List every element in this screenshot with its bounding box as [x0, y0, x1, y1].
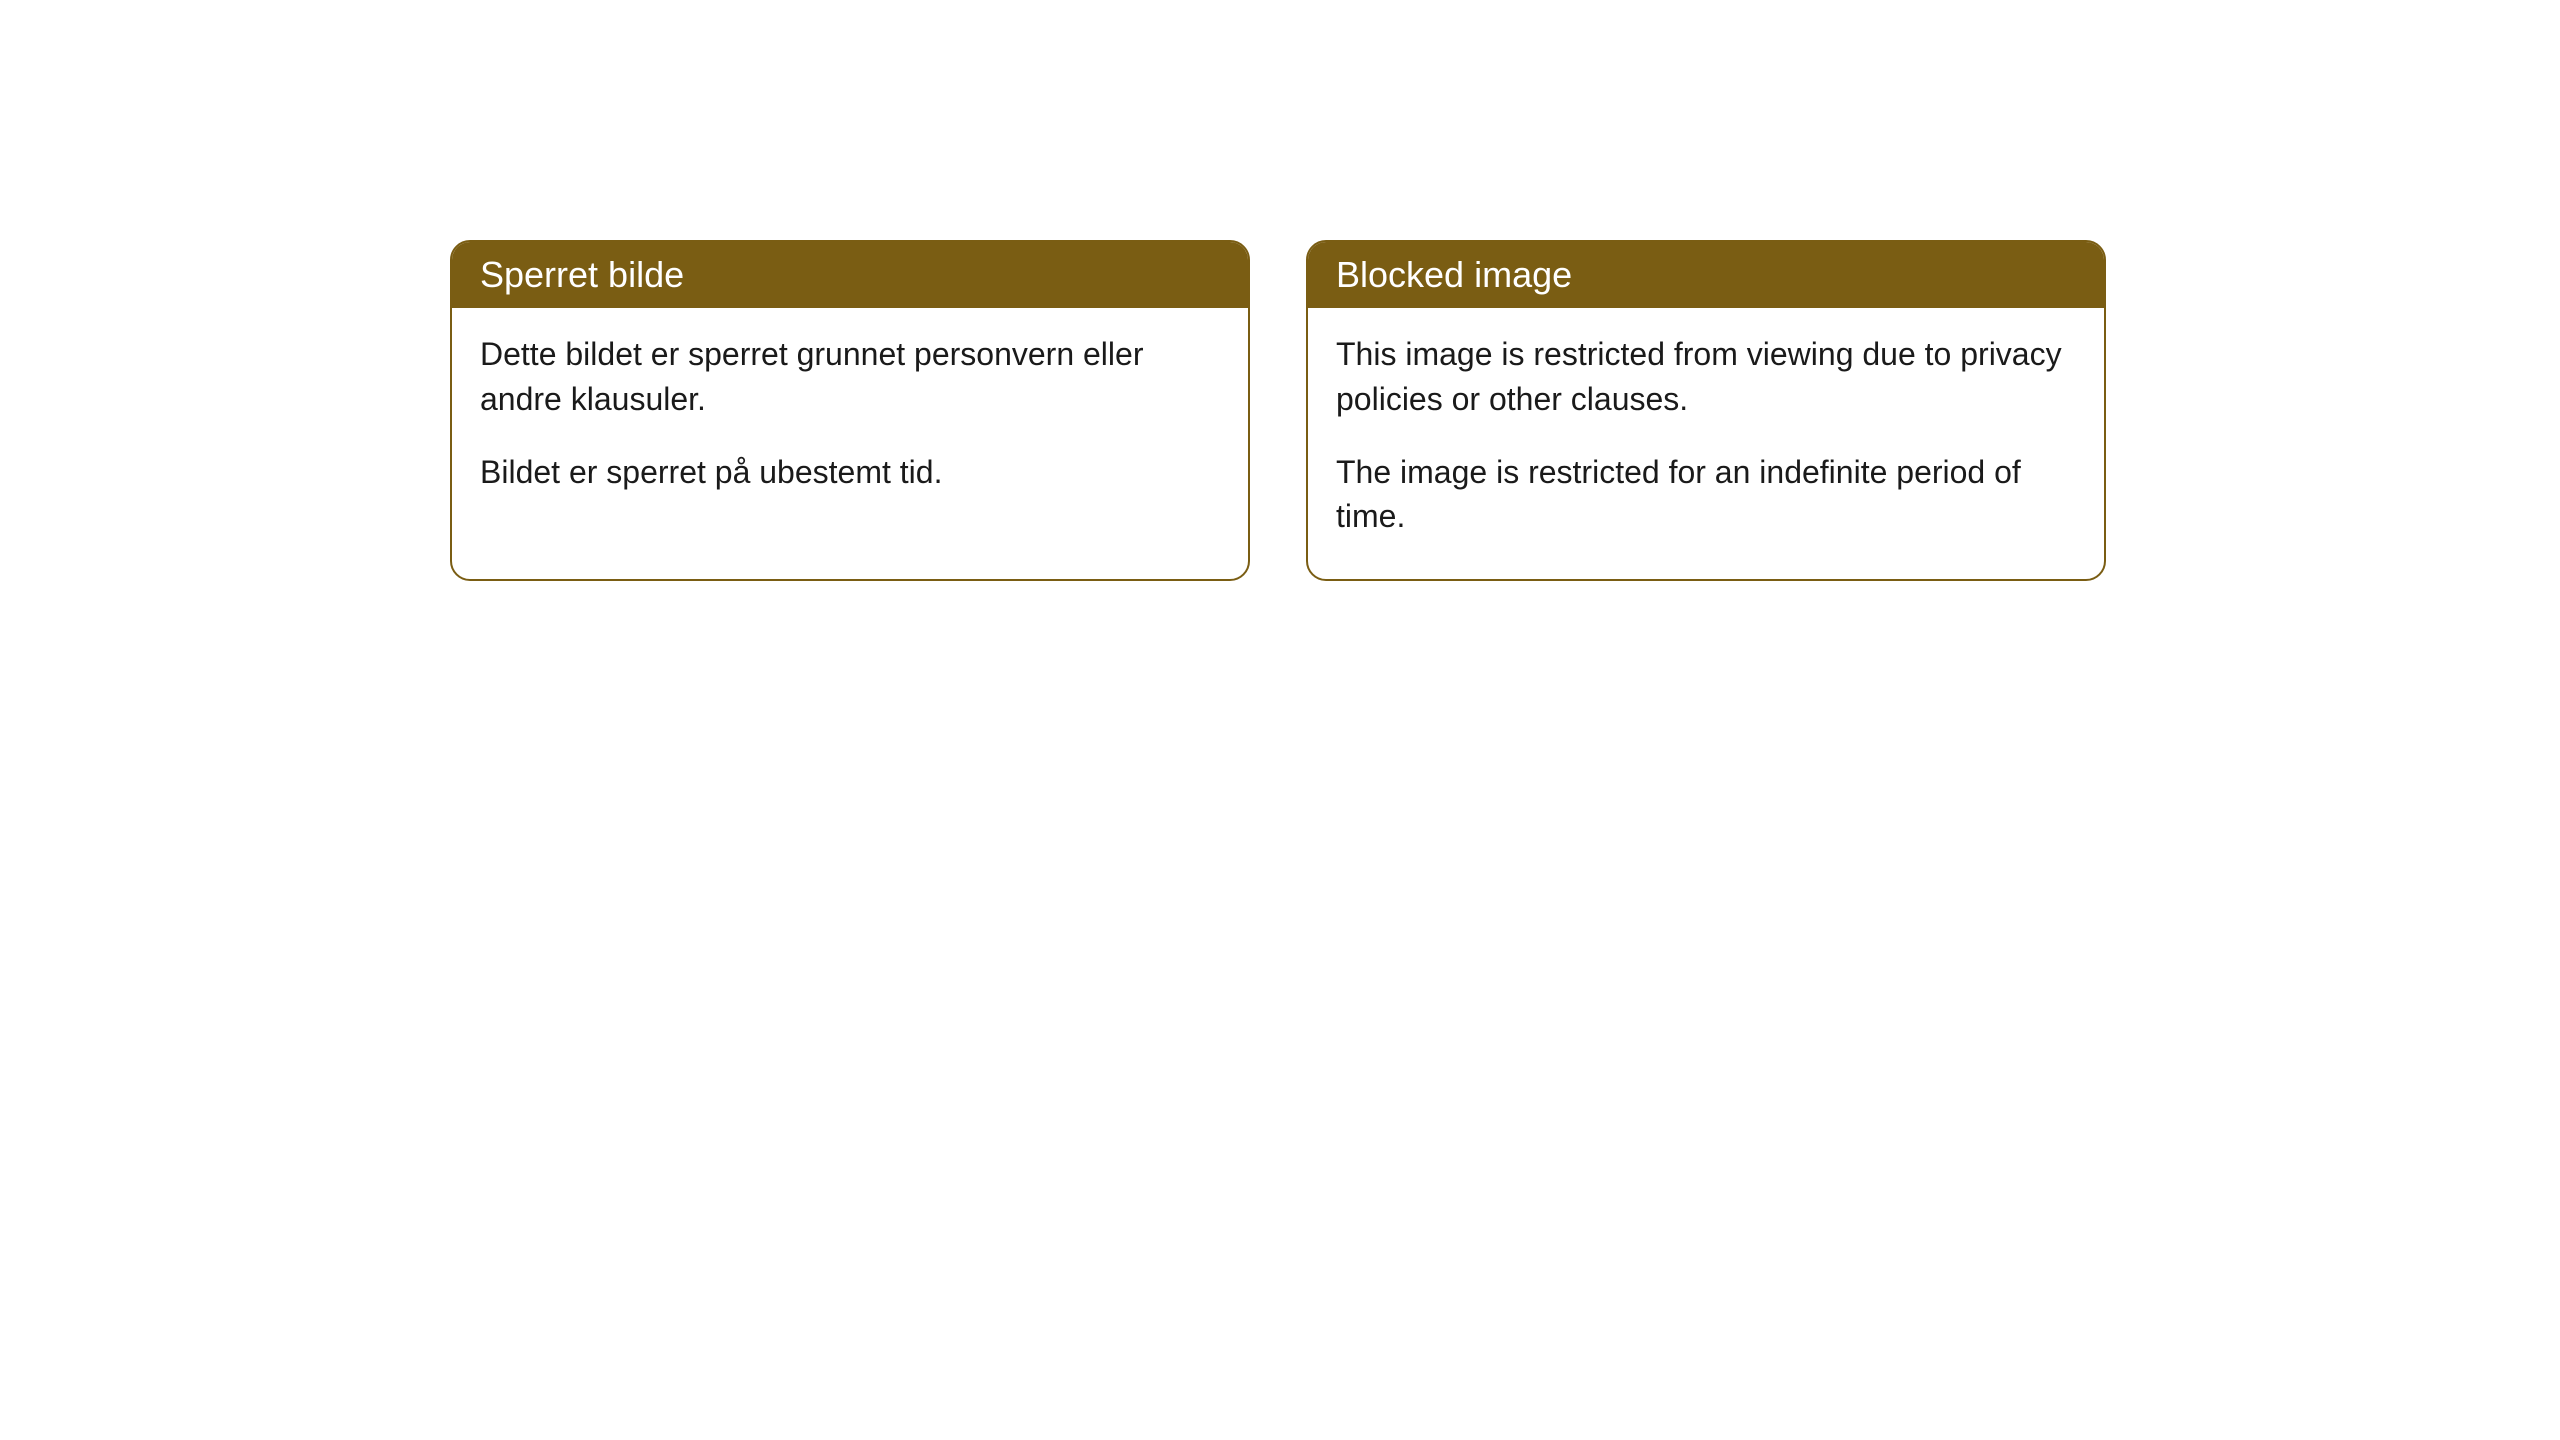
notice-card-english: Blocked image This image is restricted f… — [1306, 240, 2106, 581]
notice-paragraph1-norwegian: Dette bildet er sperret grunnet personve… — [480, 332, 1220, 422]
notice-title-norwegian: Sperret bilde — [480, 254, 684, 295]
notice-body-norwegian: Dette bildet er sperret grunnet personve… — [452, 308, 1248, 534]
notice-header-english: Blocked image — [1308, 242, 2104, 308]
notice-paragraph1-english: This image is restricted from viewing du… — [1336, 332, 2076, 422]
notice-container: Sperret bilde Dette bildet er sperret gr… — [0, 0, 2560, 581]
notice-title-english: Blocked image — [1336, 254, 1572, 295]
notice-paragraph2-norwegian: Bildet er sperret på ubestemt tid. — [480, 450, 1220, 495]
notice-paragraph2-english: The image is restricted for an indefinit… — [1336, 450, 2076, 540]
notice-header-norwegian: Sperret bilde — [452, 242, 1248, 308]
notice-body-english: This image is restricted from viewing du… — [1308, 308, 2104, 579]
notice-card-norwegian: Sperret bilde Dette bildet er sperret gr… — [450, 240, 1250, 581]
